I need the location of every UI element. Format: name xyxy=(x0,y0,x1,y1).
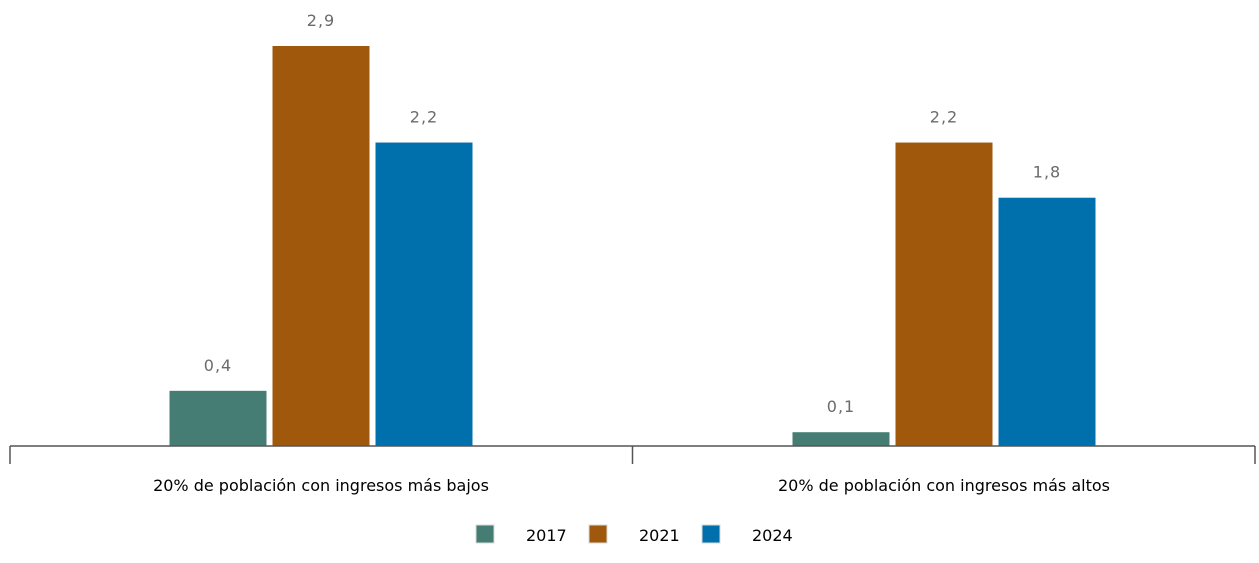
data-label: 2,9 xyxy=(307,11,335,30)
legend-swatch-2021 xyxy=(588,524,608,544)
bar-2017-altos xyxy=(792,432,890,446)
data-label: 2,2 xyxy=(410,108,438,127)
bar-2021-bajos xyxy=(272,46,370,446)
legend-swatch-2017 xyxy=(475,524,495,544)
legend: 2017 2021 2024 xyxy=(475,524,793,545)
data-label: 2,2 xyxy=(930,108,958,127)
legend-label-2024: 2024 xyxy=(752,526,793,545)
x-axis: 20% de población con ingresos más bajos 2… xyxy=(9,445,1256,495)
data-label: 0,1 xyxy=(827,397,855,416)
bar-2021-altos xyxy=(895,142,993,446)
category-label: 20% de población con ingresos más bajos xyxy=(153,476,489,495)
bar-2024-bajos xyxy=(375,142,473,446)
legend-swatch-2024 xyxy=(701,524,721,544)
bar-2017-bajos xyxy=(169,390,267,446)
data-label: 0,4 xyxy=(204,356,232,375)
bar-2024-altos xyxy=(998,197,1096,446)
data-labels-layer: 0,4 2,9 2,2 0,1 2,2 1,8 xyxy=(204,11,1061,416)
category-label: 20% de población con ingresos más altos xyxy=(778,476,1110,495)
legend-label-2017: 2017 xyxy=(526,526,567,545)
data-label: 1,8 xyxy=(1033,163,1061,182)
legend-label-2021: 2021 xyxy=(639,526,680,545)
bars-layer xyxy=(169,46,1096,446)
